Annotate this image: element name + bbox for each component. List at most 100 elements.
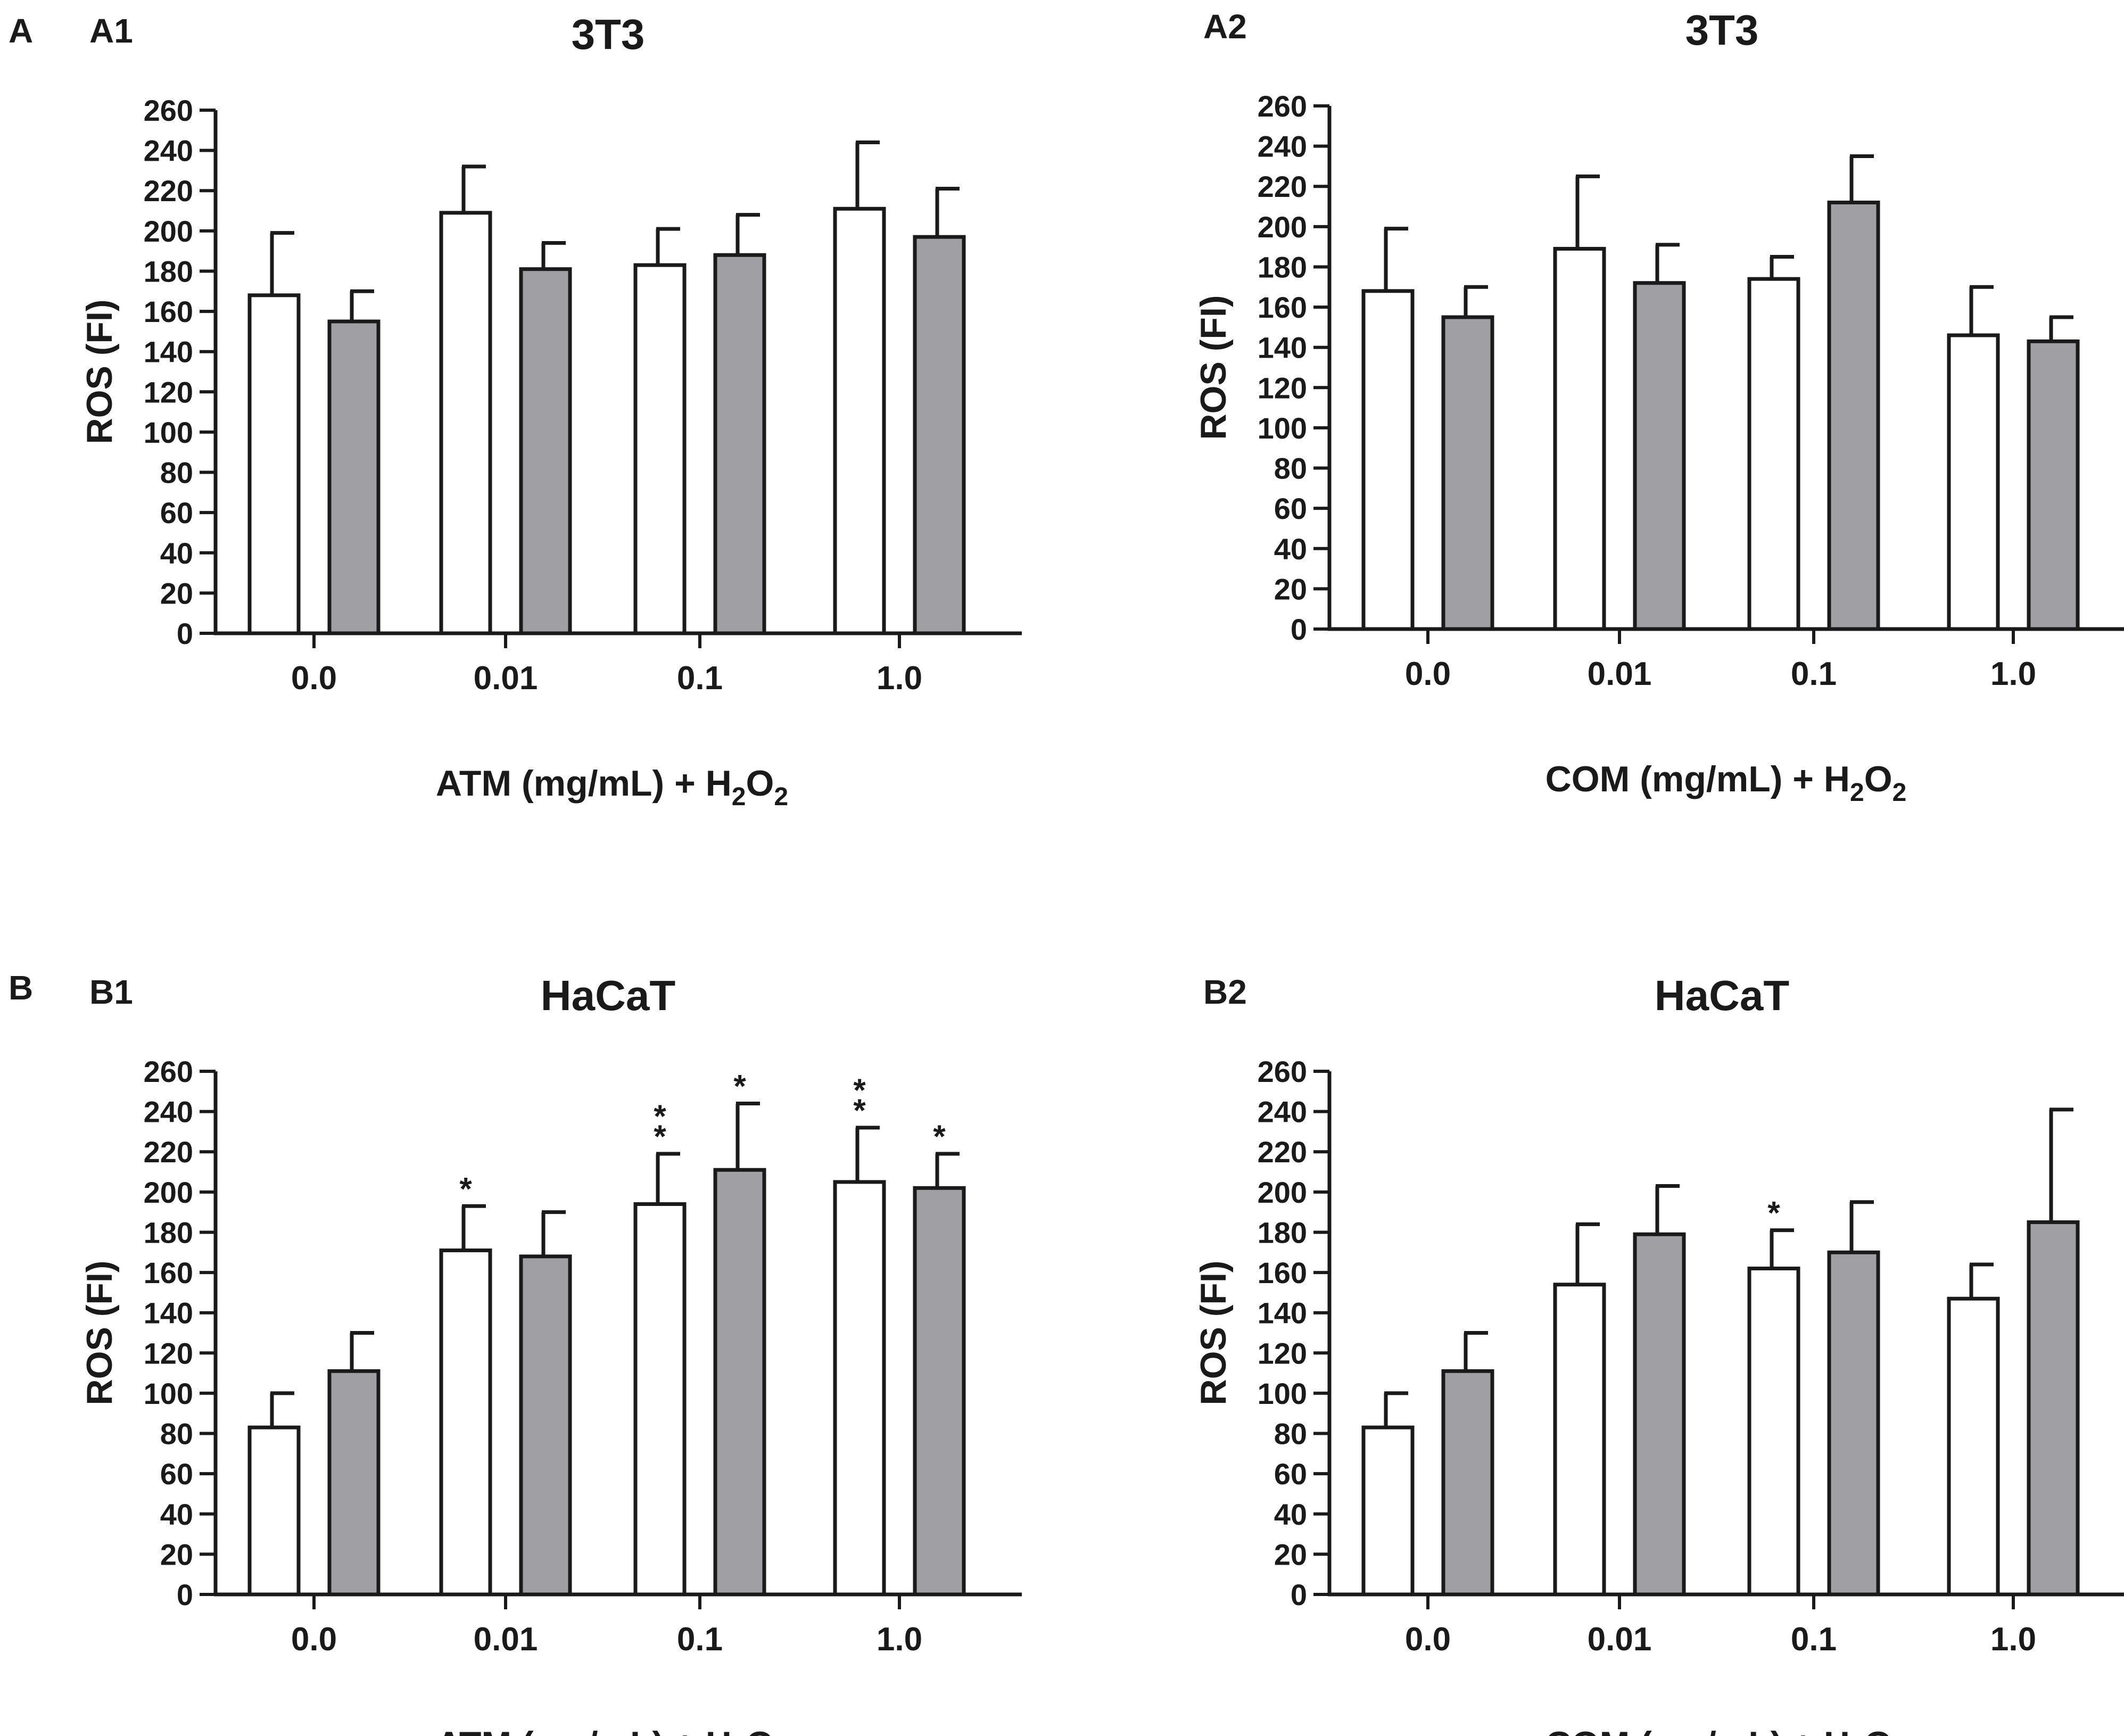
bar-open: [1947, 1296, 2000, 1597]
x-tick-label: 0.01: [474, 660, 538, 697]
bar-open: [633, 263, 687, 635]
significance-mark: *: [853, 1072, 866, 1108]
bar-filled: [913, 235, 966, 635]
y-tick-label: 160: [1258, 291, 1307, 324]
y-tick-label: 180: [144, 254, 193, 288]
bar-filled: [2027, 339, 2080, 631]
y-tick-label: 20: [160, 1537, 193, 1571]
bar-filled: [1633, 281, 1686, 631]
x-axis-label-sub1: 2: [732, 783, 746, 811]
y-tick-label: 40: [160, 536, 193, 570]
bar-open: [439, 1248, 492, 1597]
x-tick-label: 0.0: [291, 1621, 337, 1658]
y-tick-label: 20: [1274, 1537, 1307, 1571]
x-axis-label-mid: O: [746, 1724, 774, 1736]
bar-filled: [2027, 1220, 2080, 1597]
y-tick-label: 200: [144, 214, 193, 248]
x-axis-label-main: COM (mg/mL) + H: [1546, 759, 1850, 799]
y-tick-label: 180: [1258, 250, 1307, 284]
x-tick-label: 0.1: [677, 660, 723, 697]
panel-label: A2: [1203, 7, 1247, 46]
significance-mark: *: [853, 1093, 866, 1128]
panel-label: B2: [1203, 973, 1247, 1011]
chart-title: HaCaT: [1655, 972, 1790, 1019]
section-label-b: B: [9, 969, 33, 1007]
y-tick-label: 80: [160, 456, 193, 490]
y-tick-label: 260: [144, 94, 193, 127]
chart-panel-a2: A2 3T3 0 20 40 60 80 100 120 140 160 180 200 220 240 26…: [1193, 6, 2124, 807]
y-tick-label: 0: [177, 617, 193, 650]
bar-filled: [519, 1254, 572, 1597]
y-tick-label: 60: [1274, 492, 1307, 525]
y-tick-label: 240: [1258, 130, 1307, 163]
x-axis-label-sub1: 2: [1850, 779, 1864, 807]
chart-panel-b1: B1 HaCaT 0 20 40 60 80 100 120 140 160 180 200 220 240…: [79, 972, 1022, 1736]
bar-filled: [1827, 200, 1880, 631]
x-axis-label-mid: O: [746, 763, 774, 804]
y-tick-label: 220: [1258, 170, 1307, 203]
y-tick-label: 80: [1274, 1417, 1307, 1451]
section-label-a: A: [9, 12, 33, 50]
significance-mark: *: [933, 1119, 946, 1154]
bar-filled: [327, 319, 381, 635]
y-tick-label: 160: [144, 295, 193, 328]
y-tick-label: 220: [144, 174, 193, 208]
x-tick-label: 1.0: [1990, 656, 2036, 692]
x-tick-label: 1.0: [877, 660, 922, 697]
x-tick-label: 1.0: [877, 1621, 922, 1658]
x-tick-label: 0.01: [1588, 1621, 1652, 1658]
y-tick-label: 220: [144, 1135, 193, 1169]
chart-title: 3T3: [1685, 6, 1759, 54]
chart-panel-b2: B2 HaCaT 0 20 40 60 80 100 120 140 160 180 200 220 240…: [1193, 972, 2124, 1736]
x-axis-label-main: ATM (mg/mL) + H: [436, 763, 732, 804]
bar-open: [633, 1202, 687, 1597]
y-tick-label: 120: [144, 1336, 193, 1370]
y-tick-label: 160: [144, 1256, 193, 1289]
bar-open: [439, 211, 492, 635]
bar-filled: [1633, 1232, 1686, 1597]
x-tick-label: 0.1: [1791, 1621, 1837, 1658]
y-tick-label: 100: [1258, 1377, 1307, 1410]
y-tick-label: 80: [1274, 452, 1307, 485]
y-tick-label: 200: [144, 1176, 193, 1209]
x-axis-label: ATM (mg/mL) + H2O2: [436, 1724, 788, 1736]
y-tick-label: 240: [144, 134, 193, 168]
chart-title: 3T3: [572, 11, 645, 58]
bar-filled: [327, 1369, 381, 1597]
x-tick-label: 0.01: [474, 1621, 538, 1658]
x-tick-label: 0.0: [1405, 656, 1451, 692]
y-tick-label: 60: [160, 496, 193, 530]
bar-open: [833, 206, 886, 635]
y-tick-label: 140: [1258, 331, 1307, 365]
y-tick-label: 180: [144, 1216, 193, 1249]
panel-label: A1: [89, 12, 133, 50]
y-tick-label: 40: [1274, 1498, 1307, 1531]
y-tick-label: 60: [160, 1457, 193, 1491]
y-tick-label: 20: [160, 576, 193, 610]
bar-filled: [1827, 1250, 1880, 1597]
y-tick-label: 200: [1258, 210, 1307, 244]
y-tick-label: 20: [1274, 572, 1307, 606]
x-tick-label: 1.0: [1990, 1621, 2036, 1658]
x-tick-label: 0.0: [1405, 1621, 1451, 1658]
significance-mark: *: [654, 1098, 666, 1134]
bar-open: [247, 1425, 301, 1597]
chart-title: HaCaT: [541, 972, 676, 1019]
x-tick-label: 0.1: [677, 1621, 723, 1658]
y-axis-label: ROS (FI): [79, 1261, 120, 1406]
y-axis-label: ROS (FI): [79, 300, 120, 444]
y-tick-label: 160: [1258, 1256, 1307, 1289]
y-tick-label: 200: [1258, 1176, 1307, 1209]
bar-open: [1553, 1283, 1606, 1597]
bar-open: [1947, 333, 2000, 631]
panel-label: B1: [89, 973, 133, 1011]
y-tick-label: 60: [1274, 1457, 1307, 1491]
x-axis-label-mid: O: [1864, 759, 1892, 799]
y-tick-label: 0: [1291, 613, 1307, 646]
y-tick-label: 140: [1258, 1296, 1307, 1330]
y-tick-label: 80: [160, 1417, 193, 1451]
bar-open: [1553, 246, 1606, 631]
y-tick-label: 40: [160, 1498, 193, 1531]
y-axis-label: ROS (FI): [1193, 1261, 1234, 1406]
x-tick-label: 0.0: [291, 660, 337, 697]
